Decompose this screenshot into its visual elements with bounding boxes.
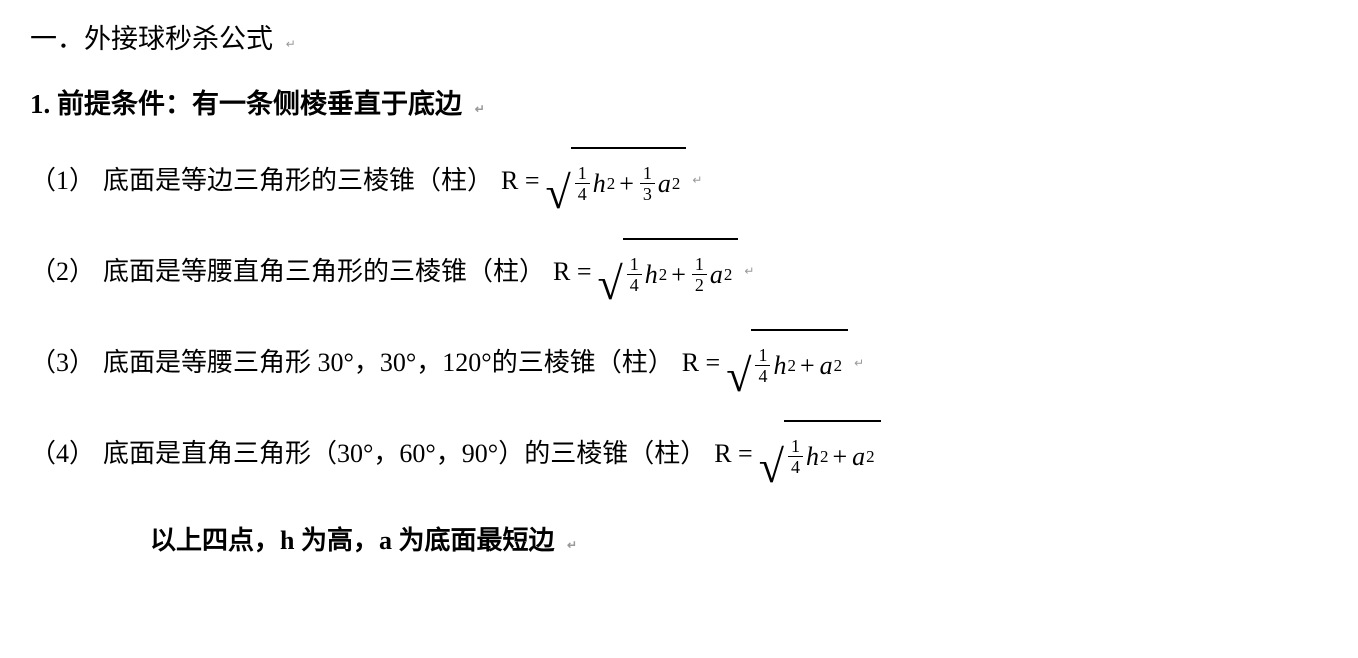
exponent: 2 — [834, 347, 842, 384]
variable-a: a — [709, 246, 724, 303]
sqrt-expression: √14h2+a2 — [726, 329, 848, 396]
section-heading: 1. 前提条件：有一条侧棱垂直于底边 ↵ — [30, 75, 1328, 134]
exponent: 2 — [672, 165, 680, 202]
exponent: 2 — [787, 347, 795, 384]
footer-note: 以上四点，h 为高，a 为底面最短边 ↵ — [150, 512, 1328, 569]
sqrt-radicand: 14h2+13a2 — [571, 147, 687, 214]
return-mark: ↵ — [744, 258, 754, 284]
sqrt-expression: √14h2+12a2 — [598, 238, 739, 305]
exponent: 2 — [724, 256, 732, 293]
fraction-denominator: 4 — [575, 184, 590, 203]
fraction-denominator: 4 — [788, 457, 803, 476]
return-mark: ↵ — [475, 102, 485, 116]
fraction-term: 12 — [692, 255, 707, 294]
plus-operator: + — [667, 246, 690, 303]
title-text: 一．外接球秒杀公式 — [30, 24, 273, 54]
formula-lhs: R = — [714, 425, 753, 482]
item-description: 底面是直角三角形（30°，60°，90°）的三棱锥（柱） — [103, 425, 706, 482]
return-mark: ↵ — [286, 37, 296, 51]
document-title: 一．外接球秒杀公式 ↵ — [30, 10, 1328, 69]
exponent: 2 — [607, 165, 615, 202]
sqrt-radicand: 14h2+12a2 — [623, 238, 739, 305]
fraction-term: 14 — [627, 255, 642, 294]
sqrt-icon: √ — [726, 327, 751, 394]
fraction-term: 14 — [788, 437, 803, 476]
plus-operator: + — [796, 337, 819, 394]
variable-h: h — [644, 246, 659, 303]
variable-a: a — [819, 337, 834, 394]
item-description: 底面是等腰三角形 30°，30°，120°的三棱锥（柱） — [103, 334, 674, 391]
plus-operator: + — [615, 155, 638, 212]
sqrt-expression: √14h2+a2 — [759, 420, 881, 487]
exponent: 2 — [659, 256, 667, 293]
sqrt-radicand: 14h2+a2 — [751, 329, 848, 396]
fraction-term: 14 — [575, 164, 590, 203]
variable-a: a — [851, 428, 866, 485]
variable-h: h — [772, 337, 787, 394]
formula-expression: R =√14h2+13a2 — [501, 147, 686, 214]
fraction-denominator: 3 — [640, 184, 655, 203]
formula-item: （3）底面是等腰三角形 30°，30°，120°的三棱锥（柱）R =√14h2+… — [30, 329, 1328, 396]
fraction-numerator: 1 — [755, 346, 770, 366]
formula-expression: R =√14h2+a2 — [682, 329, 848, 396]
fraction-term: 14 — [755, 346, 770, 385]
section-text: 1. 前提条件：有一条侧棱垂直于底边 — [30, 89, 462, 119]
sqrt-icon: √ — [598, 236, 623, 303]
item-description: 底面是等边三角形的三棱锥（柱） — [103, 152, 493, 209]
fraction-numerator: 1 — [640, 164, 655, 184]
exponent: 2 — [820, 438, 828, 475]
sqrt-icon: √ — [759, 418, 784, 485]
return-mark: ↵ — [854, 350, 864, 376]
formula-item: （2）底面是等腰直角三角形的三棱锥（柱）R =√14h2+12a2↵ — [30, 238, 1328, 305]
formula-expression: R =√14h2+12a2 — [553, 238, 738, 305]
fraction-numerator: 1 — [788, 437, 803, 457]
fraction-numerator: 1 — [692, 255, 707, 275]
sqrt-radicand: 14h2+a2 — [784, 420, 881, 487]
fraction-numerator: 1 — [575, 164, 590, 184]
sqrt-expression: √14h2+13a2 — [546, 147, 687, 214]
item-number: （2） — [30, 243, 95, 300]
formula-lhs: R = — [553, 243, 592, 300]
fraction-term: 13 — [640, 164, 655, 203]
fraction-numerator: 1 — [627, 255, 642, 275]
exponent: 2 — [866, 438, 874, 475]
formula-expression: R =√14h2+a2 — [714, 420, 880, 487]
sqrt-icon: √ — [546, 145, 571, 212]
fraction-denominator: 4 — [755, 366, 770, 385]
formula-lhs: R = — [501, 152, 540, 209]
formula-item: （1）底面是等边三角形的三棱锥（柱）R =√14h2+13a2↵ — [30, 147, 1328, 214]
fraction-denominator: 2 — [692, 275, 707, 294]
formula-lhs: R = — [682, 334, 721, 391]
return-mark: ↵ — [692, 167, 702, 193]
variable-h: h — [805, 428, 820, 485]
variable-h: h — [592, 155, 607, 212]
footer-text: 以上四点，h 为高，a 为底面最短边 — [150, 526, 554, 555]
plus-operator: + — [828, 428, 851, 485]
item-number: （3） — [30, 334, 95, 391]
item-number: （4） — [30, 425, 95, 482]
return-mark: ↵ — [567, 538, 577, 552]
variable-a: a — [657, 155, 672, 212]
item-number: （1） — [30, 152, 95, 209]
formula-item: （4）底面是直角三角形（30°，60°，90°）的三棱锥（柱）R =√14h2+… — [30, 420, 1328, 487]
fraction-denominator: 4 — [627, 275, 642, 294]
item-description: 底面是等腰直角三角形的三棱锥（柱） — [103, 243, 545, 300]
